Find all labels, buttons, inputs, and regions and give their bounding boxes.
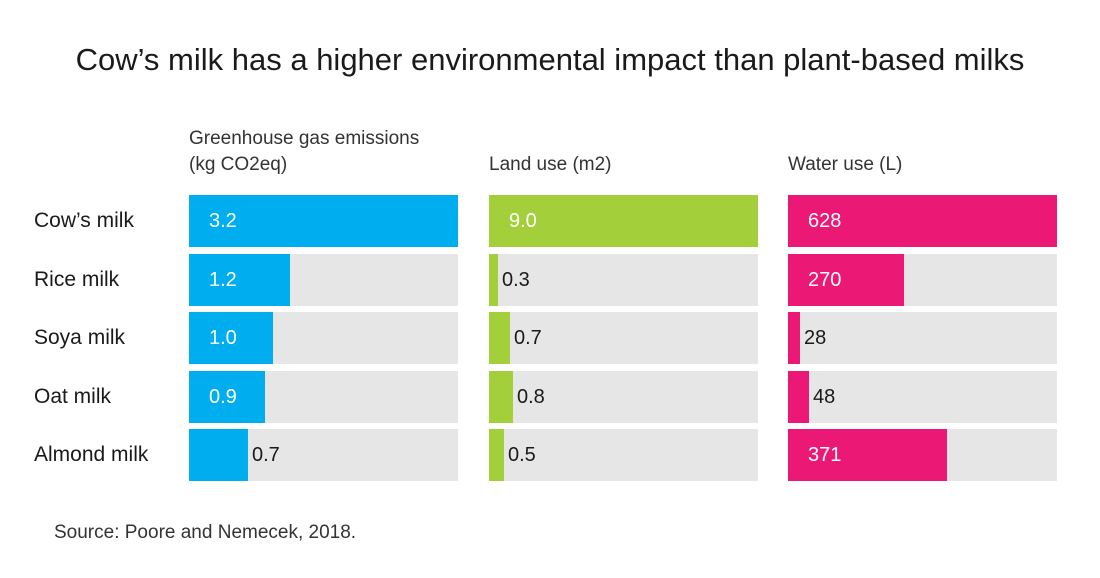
bar-track: 0.9 <box>189 370 458 423</box>
bar <box>788 429 947 481</box>
bar-track: 270 <box>788 253 1057 306</box>
data-label: 371 <box>808 444 842 466</box>
bar-track: 0.3 <box>489 253 758 306</box>
bar-track: 0.7 <box>189 429 458 481</box>
bar <box>489 370 513 423</box>
chart-title: Cow’s milk has a higher environmental im… <box>75 42 1025 77</box>
column-header: Land use (m2) <box>489 154 612 175</box>
data-label: 48 <box>813 385 836 408</box>
column-header: Greenhouse gas emissions (kg CO2eq) <box>189 126 419 178</box>
bar <box>489 429 504 481</box>
bar <box>788 370 809 423</box>
bar <box>788 312 800 364</box>
data-label: 28 <box>804 327 827 349</box>
column-header: Water use (L) <box>788 154 903 175</box>
bar <box>489 253 498 306</box>
data-label: 0.3 <box>502 268 530 291</box>
data-label: 0.9 <box>209 385 237 408</box>
bar-track: 1.2 <box>189 253 458 306</box>
bar <box>788 253 904 306</box>
bar <box>189 253 290 306</box>
bar <box>489 312 510 364</box>
bar-track: 628 <box>788 195 1057 247</box>
column-header-line: Greenhouse gas emissions <box>189 128 420 149</box>
bar <box>489 195 758 247</box>
data-label: 9.0 <box>509 210 537 232</box>
bar <box>189 429 248 481</box>
bar-track: 9.0 <box>489 195 758 247</box>
bar-track: 0.8 <box>489 370 758 423</box>
bar-track: 3.2 <box>189 195 458 247</box>
data-label: 0.7 <box>252 444 280 466</box>
data-label: 628 <box>808 210 842 232</box>
bar-track: 28 <box>788 312 1057 364</box>
bar <box>189 312 273 364</box>
data-label: 3.2 <box>209 210 237 232</box>
bar-track: 371 <box>788 429 1057 481</box>
data-label: 0.5 <box>508 444 536 466</box>
row-label: Almond milk <box>34 443 149 466</box>
row-label: Oat milk <box>34 384 112 408</box>
bar-track: 0.7 <box>489 312 758 364</box>
data-label: 270 <box>808 268 842 291</box>
data-label: 0.8 <box>517 385 545 408</box>
bar-track: 48 <box>788 370 1057 423</box>
data-label: 1.0 <box>209 327 237 349</box>
row-label: Rice milk <box>34 267 120 291</box>
bar <box>189 195 458 247</box>
data-label: 0.7 <box>514 327 542 349</box>
column-header-unit: (kg CO2eq) <box>189 154 288 175</box>
bar-track: 1.0 <box>189 312 458 364</box>
row-label: Cow’s milk <box>34 209 134 232</box>
bar-track: 0.5 <box>489 429 758 481</box>
bar <box>788 195 1057 247</box>
source-note: Source: Poore and Nemecek, 2018. <box>54 522 357 543</box>
data-label: 1.2 <box>209 268 237 291</box>
bar <box>189 370 265 423</box>
row-label: Soya milk <box>34 326 126 349</box>
